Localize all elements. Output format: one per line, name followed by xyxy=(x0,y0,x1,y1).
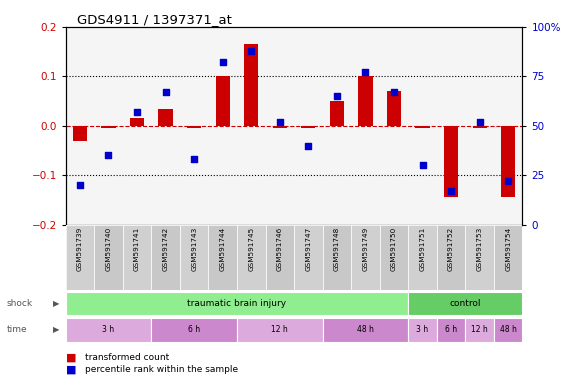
Bar xyxy=(330,101,344,126)
Point xyxy=(418,162,427,169)
Bar xyxy=(323,225,351,290)
Text: 6 h: 6 h xyxy=(445,325,457,334)
Text: GSM591741: GSM591741 xyxy=(134,227,140,271)
Point xyxy=(389,89,399,95)
Text: GSM591747: GSM591747 xyxy=(305,227,311,271)
Point xyxy=(475,119,484,125)
Text: GSM591749: GSM591749 xyxy=(363,227,368,271)
Bar xyxy=(494,318,522,342)
Point xyxy=(332,93,341,99)
Bar xyxy=(323,318,408,342)
Bar xyxy=(102,126,116,128)
Point xyxy=(218,60,227,66)
Text: GSM591743: GSM591743 xyxy=(191,227,197,271)
Bar xyxy=(444,126,458,197)
Point xyxy=(304,142,313,149)
Bar xyxy=(94,225,123,290)
Text: ▶: ▶ xyxy=(54,299,60,308)
Text: GDS4911 / 1397371_at: GDS4911 / 1397371_at xyxy=(77,13,232,26)
Point xyxy=(161,89,170,95)
Bar xyxy=(301,126,315,128)
Text: 6 h: 6 h xyxy=(188,325,200,334)
Text: ■: ■ xyxy=(66,364,76,374)
Bar xyxy=(437,225,465,290)
Bar xyxy=(208,225,237,290)
Bar xyxy=(66,225,94,290)
Point xyxy=(361,69,370,75)
Text: GSM591753: GSM591753 xyxy=(477,227,482,271)
Bar xyxy=(408,318,437,342)
Text: ■: ■ xyxy=(66,353,76,363)
Text: percentile rank within the sample: percentile rank within the sample xyxy=(85,365,238,374)
Bar xyxy=(180,225,208,290)
Point xyxy=(247,48,256,54)
Bar xyxy=(66,318,151,342)
Bar xyxy=(244,44,258,126)
Bar xyxy=(501,126,515,197)
Text: traumatic brain injury: traumatic brain injury xyxy=(187,299,287,308)
Text: 12 h: 12 h xyxy=(471,325,488,334)
Bar xyxy=(123,225,151,290)
Bar xyxy=(216,76,230,126)
Bar xyxy=(151,225,180,290)
Bar xyxy=(159,109,173,126)
Bar xyxy=(408,292,522,316)
Bar xyxy=(465,318,494,342)
Text: GSM591739: GSM591739 xyxy=(77,227,83,271)
Text: GSM591740: GSM591740 xyxy=(106,227,111,271)
Bar xyxy=(273,126,287,128)
Text: GSM591746: GSM591746 xyxy=(277,227,283,271)
Bar xyxy=(187,126,202,128)
Text: GSM591748: GSM591748 xyxy=(334,227,340,271)
Point xyxy=(447,188,456,194)
Bar xyxy=(416,126,430,128)
Point xyxy=(504,178,513,184)
Text: GSM591751: GSM591751 xyxy=(420,227,425,271)
Bar xyxy=(237,225,266,290)
Bar xyxy=(130,118,144,126)
Text: control: control xyxy=(449,299,481,308)
Bar xyxy=(465,225,494,290)
Text: 3 h: 3 h xyxy=(416,325,429,334)
Bar xyxy=(473,126,486,128)
Bar xyxy=(437,318,465,342)
Bar xyxy=(380,225,408,290)
Bar xyxy=(66,292,408,316)
Bar xyxy=(151,318,237,342)
Text: GSM591745: GSM591745 xyxy=(248,227,254,271)
Text: ▶: ▶ xyxy=(54,325,60,334)
Text: shock: shock xyxy=(7,299,33,308)
Bar xyxy=(73,126,87,141)
Point xyxy=(132,109,142,115)
Text: 3 h: 3 h xyxy=(102,325,115,334)
Point xyxy=(190,156,199,162)
Text: 12 h: 12 h xyxy=(271,325,288,334)
Bar xyxy=(351,225,380,290)
Bar xyxy=(359,76,372,126)
Text: GSM591742: GSM591742 xyxy=(163,227,168,271)
Text: 48 h: 48 h xyxy=(500,325,517,334)
Bar xyxy=(294,225,323,290)
Bar xyxy=(408,225,437,290)
Bar xyxy=(387,91,401,126)
Bar xyxy=(237,318,323,342)
Bar xyxy=(266,225,294,290)
Text: GSM591752: GSM591752 xyxy=(448,227,454,271)
Point xyxy=(104,152,113,159)
Point xyxy=(275,119,284,125)
Text: GSM591750: GSM591750 xyxy=(391,227,397,271)
Text: GSM591744: GSM591744 xyxy=(220,227,226,271)
Text: transformed count: transformed count xyxy=(85,353,169,362)
Point xyxy=(75,182,85,188)
Text: 48 h: 48 h xyxy=(357,325,374,334)
Text: time: time xyxy=(7,325,27,334)
Text: GSM591754: GSM591754 xyxy=(505,227,511,271)
Bar xyxy=(494,225,522,290)
